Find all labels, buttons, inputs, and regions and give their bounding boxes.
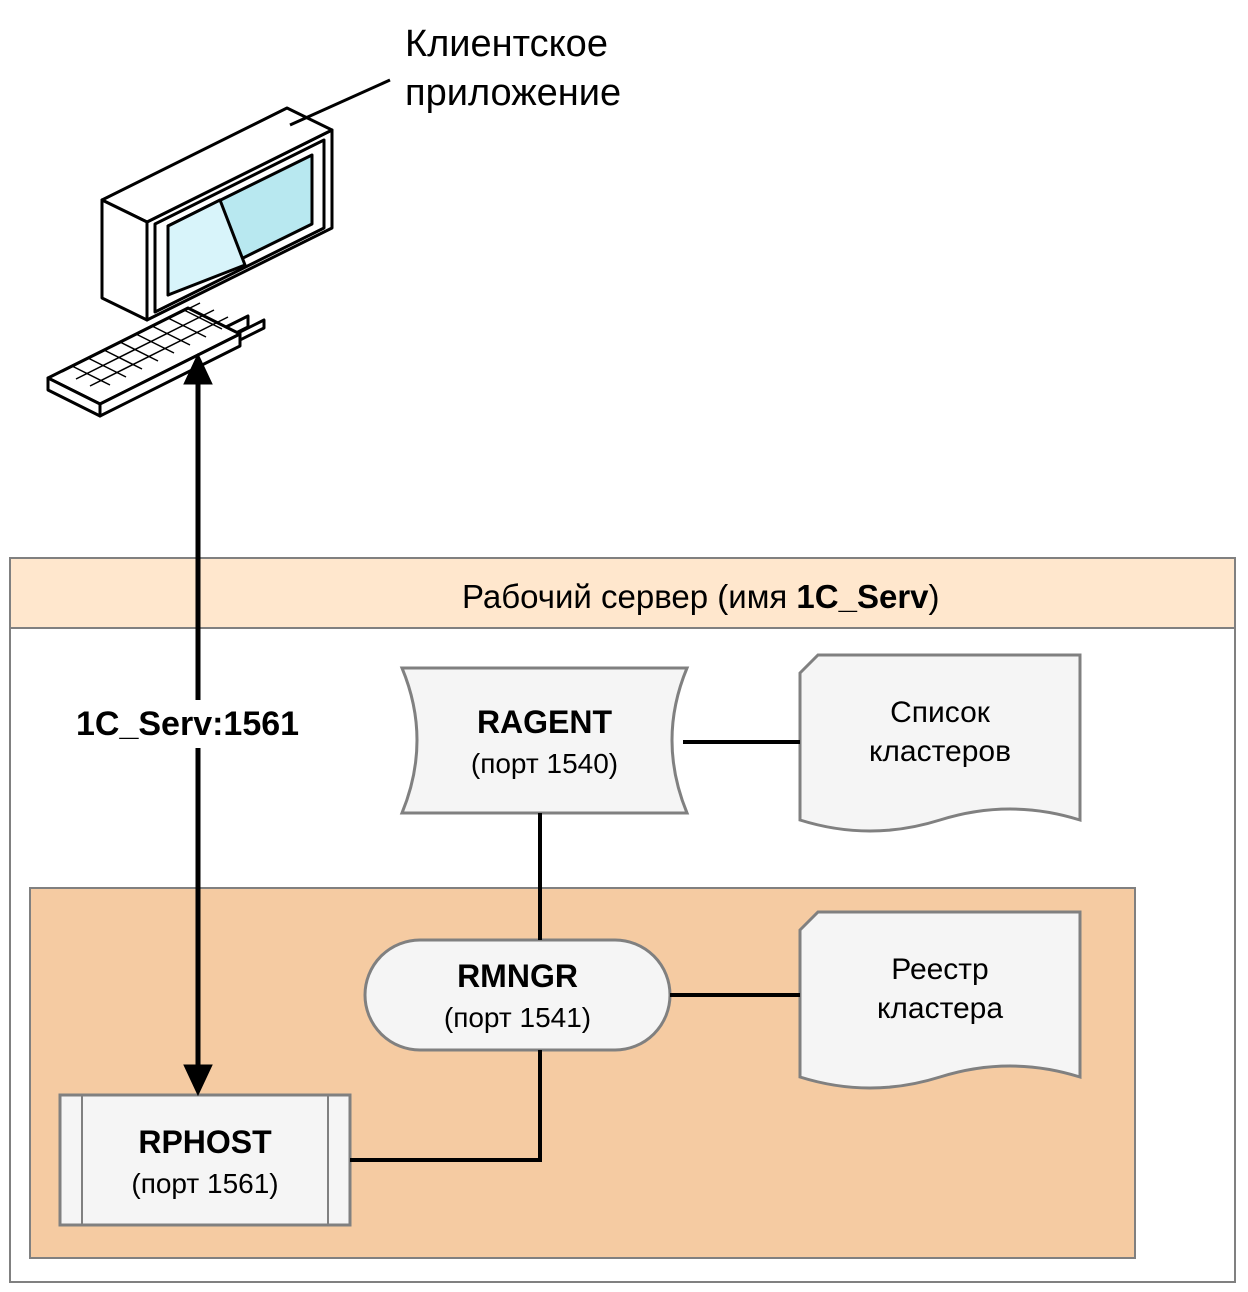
cluster-reg-line1: Реестр <box>891 953 989 986</box>
client-leader-line <box>290 80 390 125</box>
server-header-prefix: Рабочий сервер (имя <box>462 578 796 615</box>
server-header-name: 1C_Serv <box>796 578 928 615</box>
client-title-line2: приложение <box>405 72 621 114</box>
rphost-label: RPHOST (порт 1561) <box>60 1122 350 1203</box>
cluster-reg-line2: кластера <box>877 992 1003 1025</box>
ragent-label: RAGENT (порт 1540) <box>402 702 687 783</box>
rmngr-name: RMNGR <box>457 958 578 994</box>
client-title: Клиентское приложение <box>405 20 621 119</box>
rmngr-port: (порт 1541) <box>444 1002 591 1033</box>
cluster-list-line1: Список <box>890 696 990 729</box>
client-title-line1: Клиентское <box>405 23 608 65</box>
rphost-name: RPHOST <box>138 1124 271 1160</box>
cluster-list-line2: кластеров <box>869 735 1011 768</box>
server-header-label: Рабочий сервер (имя 1C_Serv) <box>462 576 940 619</box>
diagram-svg <box>0 0 1248 1292</box>
ragent-port: (порт 1540) <box>471 748 618 779</box>
server-header-suffix: ) <box>929 578 940 615</box>
cluster-list-label: Список кластеров <box>800 693 1080 771</box>
ragent-name: RAGENT <box>477 704 612 740</box>
client-computer-icon <box>48 108 332 416</box>
architecture-diagram: Клиентское приложение Рабочий сервер (им… <box>0 0 1248 1292</box>
rphost-port: (порт 1561) <box>131 1168 278 1199</box>
rmngr-label: RMNGR (порт 1541) <box>365 956 670 1037</box>
connection-label: 1C_Serv:1561 <box>72 700 303 748</box>
cluster-reg-label: Реестр кластера <box>800 950 1080 1028</box>
